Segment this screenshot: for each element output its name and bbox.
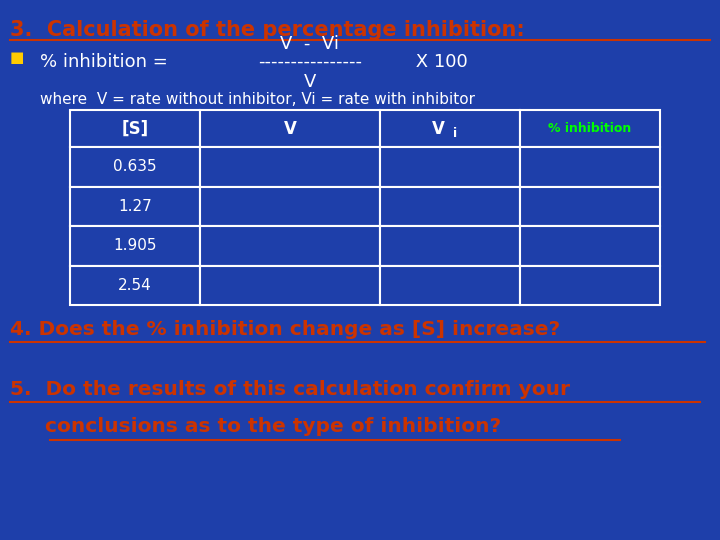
Bar bbox=[520, 226, 660, 266]
Text: 1.905: 1.905 bbox=[113, 238, 157, 253]
Text: % inhibition =: % inhibition = bbox=[40, 53, 174, 71]
Text: 4. Does the % inhibition change as [S] increase?: 4. Does the % inhibition change as [S] i… bbox=[10, 320, 560, 339]
Text: V: V bbox=[304, 73, 316, 91]
Bar bbox=[70, 226, 200, 266]
Bar bbox=[520, 147, 660, 186]
Bar bbox=[200, 266, 380, 305]
Bar bbox=[380, 226, 520, 266]
Text: i: i bbox=[453, 127, 457, 140]
Text: [S]: [S] bbox=[122, 119, 148, 138]
Bar bbox=[380, 186, 520, 226]
Text: V: V bbox=[284, 119, 297, 138]
Bar bbox=[70, 186, 200, 226]
Bar bbox=[70, 147, 200, 186]
Text: ----------------: ---------------- bbox=[258, 53, 362, 71]
Text: V  -  Vi: V - Vi bbox=[281, 35, 340, 53]
Text: 0.635: 0.635 bbox=[113, 159, 157, 174]
Bar bbox=[520, 186, 660, 226]
Text: 5.  Do the results of this calculation confirm your: 5. Do the results of this calculation co… bbox=[10, 380, 570, 399]
Bar bbox=[200, 110, 380, 147]
Text: ■: ■ bbox=[10, 50, 24, 65]
Bar bbox=[380, 147, 520, 186]
Text: conclusions as to the type of inhibition?: conclusions as to the type of inhibition… bbox=[10, 417, 501, 436]
Text: where  V = rate without inhibitor, Vi = rate with inhibitor: where V = rate without inhibitor, Vi = r… bbox=[40, 92, 475, 107]
Bar bbox=[200, 147, 380, 186]
Text: V: V bbox=[432, 119, 445, 138]
Bar bbox=[200, 226, 380, 266]
Bar bbox=[70, 266, 200, 305]
Text: 1.27: 1.27 bbox=[118, 199, 152, 214]
Bar bbox=[380, 266, 520, 305]
Bar bbox=[520, 110, 660, 147]
Bar bbox=[380, 110, 520, 147]
Text: % inhibition: % inhibition bbox=[549, 122, 631, 135]
Text: X 100: X 100 bbox=[410, 53, 468, 71]
Bar bbox=[200, 186, 380, 226]
Text: 3.  Calculation of the percentage inhibition:: 3. Calculation of the percentage inhibit… bbox=[10, 20, 525, 40]
Bar bbox=[520, 266, 660, 305]
Bar bbox=[70, 110, 200, 147]
Text: 2.54: 2.54 bbox=[118, 278, 152, 293]
